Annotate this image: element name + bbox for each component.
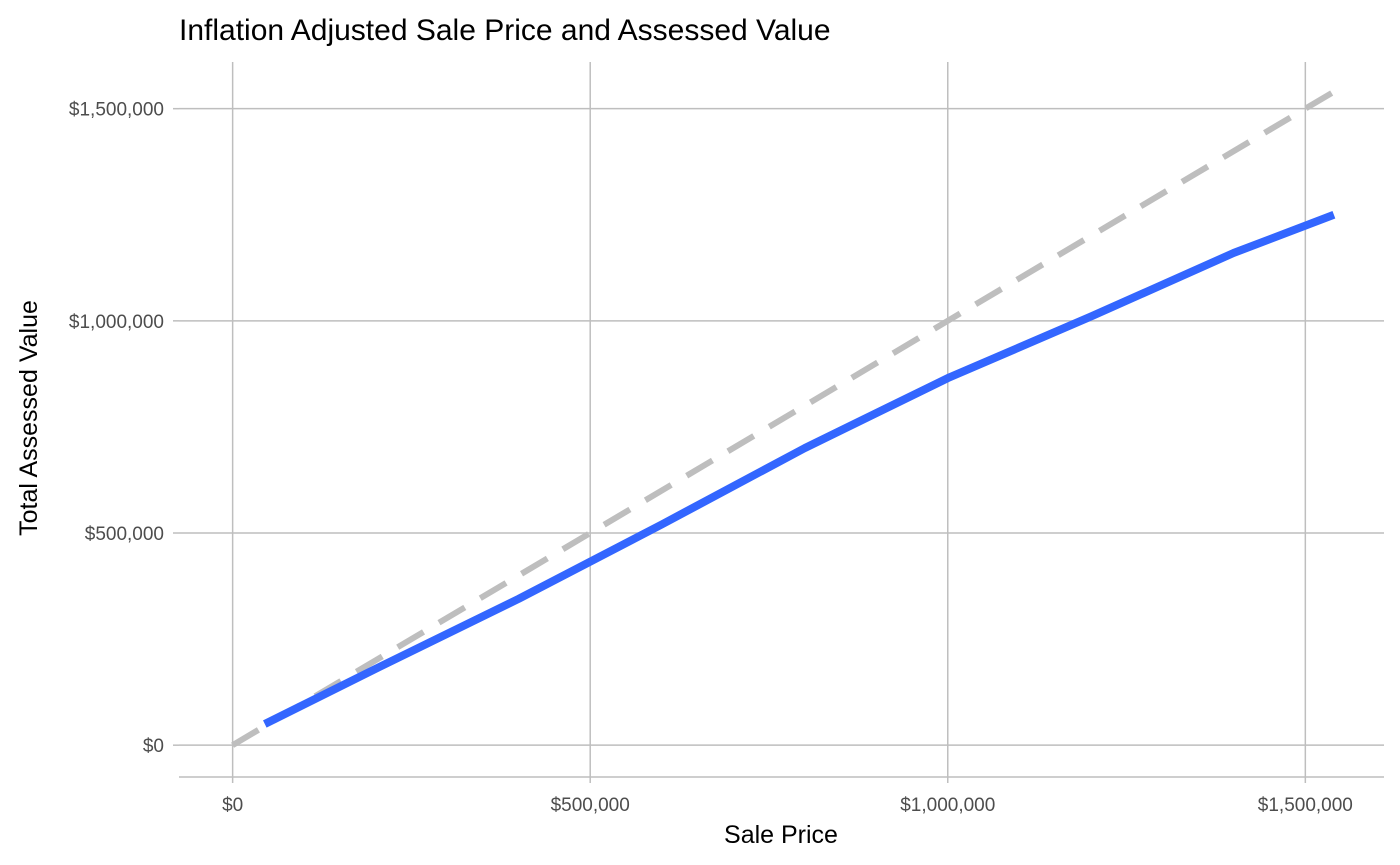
x-axis-title: Sale Price bbox=[724, 821, 838, 849]
y-tick-label: $1,000,000 bbox=[69, 312, 164, 333]
chart-title: Inflation Adjusted Sale Price and Assess… bbox=[179, 14, 831, 47]
y-tick-label: $0 bbox=[143, 736, 164, 757]
reference-line-dashed bbox=[231, 89, 1336, 748]
y-axis-title: Total Assessed Value bbox=[15, 300, 43, 536]
axes bbox=[173, 107, 1384, 783]
series-layer bbox=[231, 89, 1336, 748]
x-tick-label: $1,500,000 bbox=[1258, 795, 1353, 816]
tick-labels: $0 $500,000 $1,000,000 $1,500,000 $0 $500,000… bbox=[69, 100, 1353, 816]
grid bbox=[179, 62, 1384, 777]
x-tick-label: $0 bbox=[222, 795, 243, 816]
y-tick-label: $1,500,000 bbox=[69, 100, 164, 121]
fitted-line bbox=[263, 211, 1336, 728]
x-tick-label: $1,000,000 bbox=[900, 795, 995, 816]
x-tick-label: $500,000 bbox=[551, 795, 630, 816]
y-tick-label: $500,000 bbox=[85, 524, 164, 545]
